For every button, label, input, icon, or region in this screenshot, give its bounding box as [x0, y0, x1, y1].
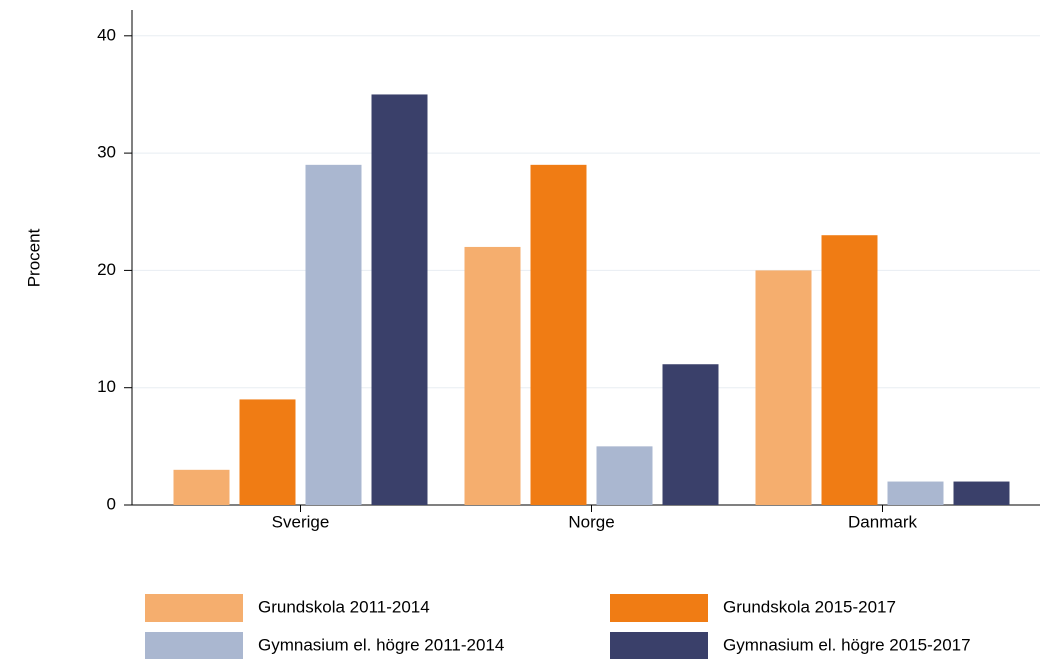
bar: [887, 481, 944, 505]
bar: [464, 246, 521, 506]
bar: [755, 270, 812, 505]
bar: [239, 399, 296, 505]
bar: [596, 446, 653, 505]
bar: [173, 469, 230, 505]
y-axis-label: Procent: [24, 228, 43, 287]
legend-label: Gymnasium el. högre 2011-2014: [258, 635, 504, 654]
bar: [530, 164, 587, 506]
bar: [821, 235, 878, 506]
legend-swatch: [610, 594, 708, 622]
y-tick-label: 30: [97, 143, 116, 162]
bar: [953, 481, 1010, 505]
y-tick-label: 20: [97, 260, 116, 279]
y-tick-label: 40: [97, 25, 116, 44]
x-tick-label: Sverige: [272, 512, 330, 531]
legend-label: Gymnasium el. högre 2015-2017: [723, 635, 971, 654]
legend-swatch: [610, 632, 708, 660]
y-tick-label: 0: [107, 494, 116, 513]
bar: [371, 94, 428, 505]
bar: [662, 364, 719, 505]
legend-label: Grundskola 2011-2014: [258, 597, 430, 616]
x-tick-label: Danmark: [848, 512, 917, 531]
bar: [305, 164, 362, 506]
legend-swatch: [145, 632, 243, 660]
y-tick-label: 10: [97, 377, 116, 396]
x-tick-label: Norge: [568, 512, 614, 531]
legend-label: Grundskola 2015-2017: [723, 597, 896, 616]
legend-swatch: [145, 594, 243, 622]
